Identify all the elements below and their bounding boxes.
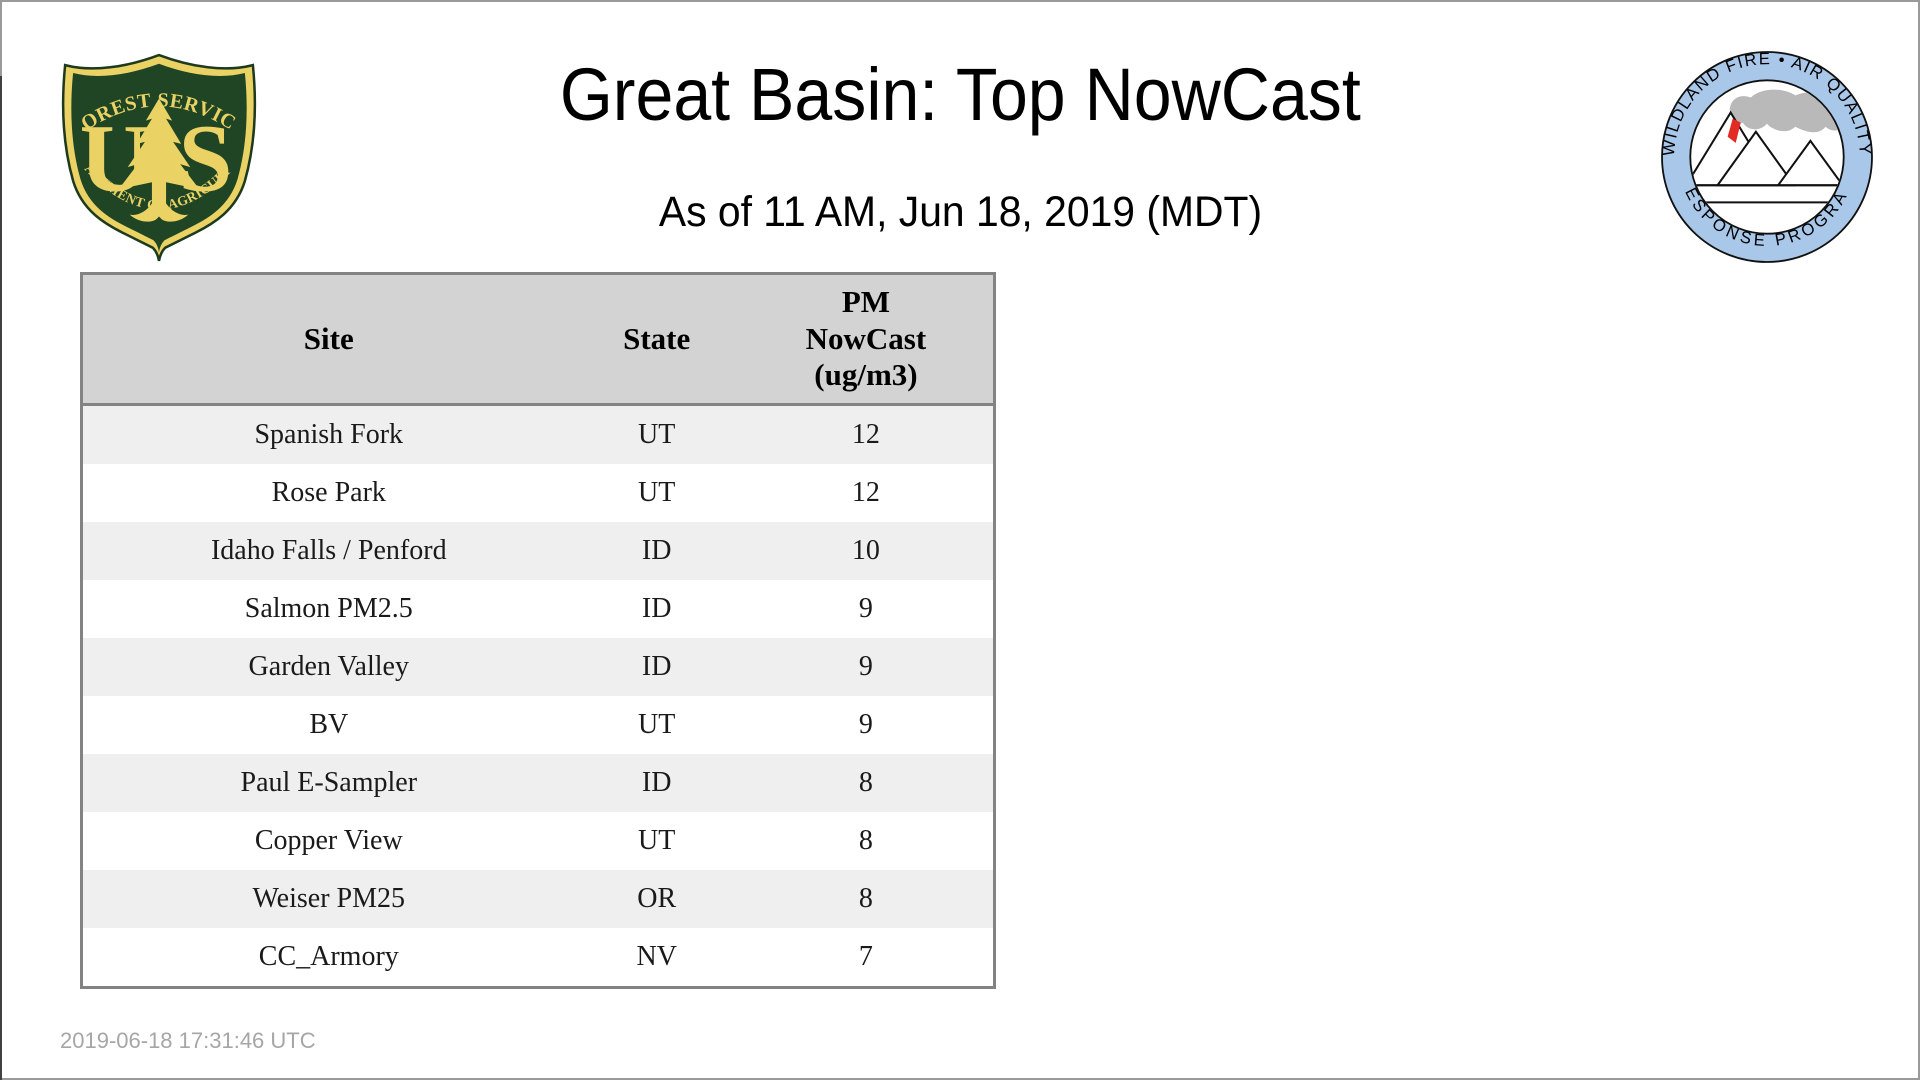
value-cell: 7	[858, 941, 873, 972]
generated-timestamp: 2019-06-18 17:31:46 UTC	[60, 1028, 316, 1053]
fire-mark-icon	[1727, 118, 1741, 143]
table-row: BV UT 9	[81, 696, 995, 754]
nowcast-table: Site State PM NowCast (ug/m3) Spanish Fo…	[80, 272, 996, 989]
state-cell: UT	[638, 419, 676, 450]
state-cell: UT	[638, 709, 676, 740]
site-cell: Paul E-Sampler	[240, 767, 418, 798]
table-row: Idaho Falls / Penford ID 10	[81, 522, 995, 580]
state-cell: NV	[636, 941, 677, 972]
site-cell: Copper View	[254, 825, 403, 856]
page-border-top	[0, 0, 1920, 2]
value-cell: 8	[858, 825, 873, 856]
nowcast-table-body: Spanish Fork UT 12 Rose Park UT 12 Idaho…	[81, 404, 995, 988]
table-row: Weiser PM25 OR 8	[81, 870, 995, 928]
page-title: Great Basin: Top NowCast	[0, 52, 1920, 137]
value-cell: 9	[858, 593, 873, 624]
value-cell: 8	[858, 767, 873, 798]
site-cell: Rose Park	[271, 477, 386, 508]
page-border-left-dark	[0, 76, 2, 1080]
value-cell: 10	[851, 535, 880, 566]
state-cell: ID	[641, 593, 672, 624]
column-header-site: Site	[81, 273, 575, 406]
value-cell: 12	[851, 477, 880, 508]
wfaqrp-logo: WILDLAND FIRE • AIR QUALITY RESPONSE PRO…	[1660, 50, 1873, 263]
table-row: Garden Valley ID 9	[81, 638, 995, 696]
page-title-text: Great Basin: Top NowCast	[559, 53, 1361, 136]
value-cell: 8	[858, 883, 873, 914]
state-cell: UT	[638, 825, 676, 856]
site-cell: Spanish Fork	[254, 419, 404, 450]
site-cell: Weiser PM25	[252, 883, 406, 914]
value-cell: 9	[858, 709, 873, 740]
page-border-bottom	[0, 1078, 1920, 1080]
value-cell: 12	[851, 419, 880, 450]
value-cell: 9	[858, 651, 873, 682]
column-header-state: State	[574, 273, 739, 406]
usfs-letter-s: S	[178, 104, 232, 211]
table-row: CC_Armory NV 7	[81, 928, 995, 988]
site-cell: Salmon PM2.5	[244, 593, 413, 624]
column-header-pm-nowcast: PM NowCast (ug/m3)	[738, 273, 995, 406]
site-cell: BV	[309, 709, 349, 740]
state-cell: ID	[641, 767, 672, 798]
table-row: Salmon PM2.5 ID 9	[81, 580, 995, 638]
table-row: Rose Park UT 12	[81, 464, 995, 522]
table-row: Copper View UT 8	[81, 812, 995, 870]
page-border-left	[0, 0, 2, 76]
state-cell: UT	[638, 477, 676, 508]
nowcast-table-header: Site State PM NowCast (ug/m3)	[81, 273, 995, 406]
table-row: Spanish Fork UT 12	[81, 404, 995, 464]
page-subtitle-text: As of 11 AM, Jun 18, 2019 (MDT)	[658, 188, 1262, 236]
header-row: Site State PM NowCast (ug/m3)	[81, 273, 995, 406]
smoke-plume	[1729, 89, 1843, 133]
page-subtitle: As of 11 AM, Jun 18, 2019 (MDT)	[0, 188, 1920, 237]
table-row: Paul E-Sampler ID 8	[81, 754, 995, 812]
site-cell: CC_Armory	[258, 941, 399, 972]
site-cell: Garden Valley	[248, 651, 409, 682]
page-border-right	[1918, 0, 1920, 1080]
state-cell: ID	[641, 535, 672, 566]
pine-tree-icon	[118, 98, 200, 222]
usfs-shield-icon: FOREST SERVICE DEPARTMENT OF AGRICULTURE…	[58, 50, 257, 262]
state-cell: ID	[641, 651, 672, 682]
site-cell: Idaho Falls / Penford	[210, 535, 447, 566]
state-cell: OR	[637, 883, 677, 914]
wfaqrp-badge-icon: WILDLAND FIRE • AIR QUALITY RESPONSE PRO…	[1660, 50, 1873, 263]
usfs-logo: FOREST SERVICE DEPARTMENT OF AGRICULTURE…	[58, 50, 257, 262]
